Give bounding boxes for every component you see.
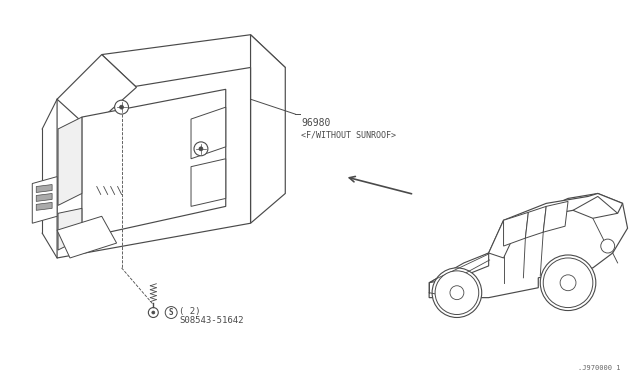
Polygon shape (36, 202, 52, 210)
Circle shape (194, 142, 208, 156)
Polygon shape (191, 107, 226, 159)
Polygon shape (504, 212, 529, 246)
Polygon shape (191, 159, 226, 206)
Circle shape (435, 271, 479, 314)
Circle shape (165, 307, 177, 318)
Text: .J970000 1: .J970000 1 (578, 365, 620, 371)
Circle shape (120, 105, 124, 109)
Polygon shape (36, 185, 52, 192)
Circle shape (152, 311, 155, 314)
Polygon shape (573, 196, 618, 218)
Circle shape (540, 255, 596, 311)
Text: S08543-51642: S08543-51642 (179, 317, 244, 326)
Text: ( 2): ( 2) (179, 307, 200, 315)
Polygon shape (58, 208, 82, 250)
Polygon shape (543, 201, 568, 232)
Text: S: S (169, 308, 173, 317)
Text: 96980: 96980 (301, 118, 330, 128)
Polygon shape (525, 206, 546, 238)
Polygon shape (429, 253, 489, 283)
Polygon shape (57, 216, 116, 258)
Polygon shape (250, 35, 285, 223)
Polygon shape (36, 193, 52, 201)
Polygon shape (82, 89, 226, 238)
Polygon shape (102, 35, 285, 87)
Polygon shape (489, 220, 518, 258)
Circle shape (432, 268, 482, 317)
Polygon shape (429, 193, 628, 298)
Circle shape (601, 239, 614, 253)
Polygon shape (57, 67, 250, 258)
Circle shape (560, 275, 576, 291)
Circle shape (199, 147, 203, 151)
Circle shape (148, 308, 158, 317)
Polygon shape (489, 193, 623, 253)
Polygon shape (58, 117, 82, 205)
Text: <F/WITHOUT SUNROOF>: <F/WITHOUT SUNROOF> (301, 131, 396, 140)
Polygon shape (57, 55, 136, 129)
Circle shape (450, 286, 464, 299)
Circle shape (543, 258, 593, 308)
Polygon shape (32, 177, 57, 223)
Circle shape (115, 100, 129, 114)
